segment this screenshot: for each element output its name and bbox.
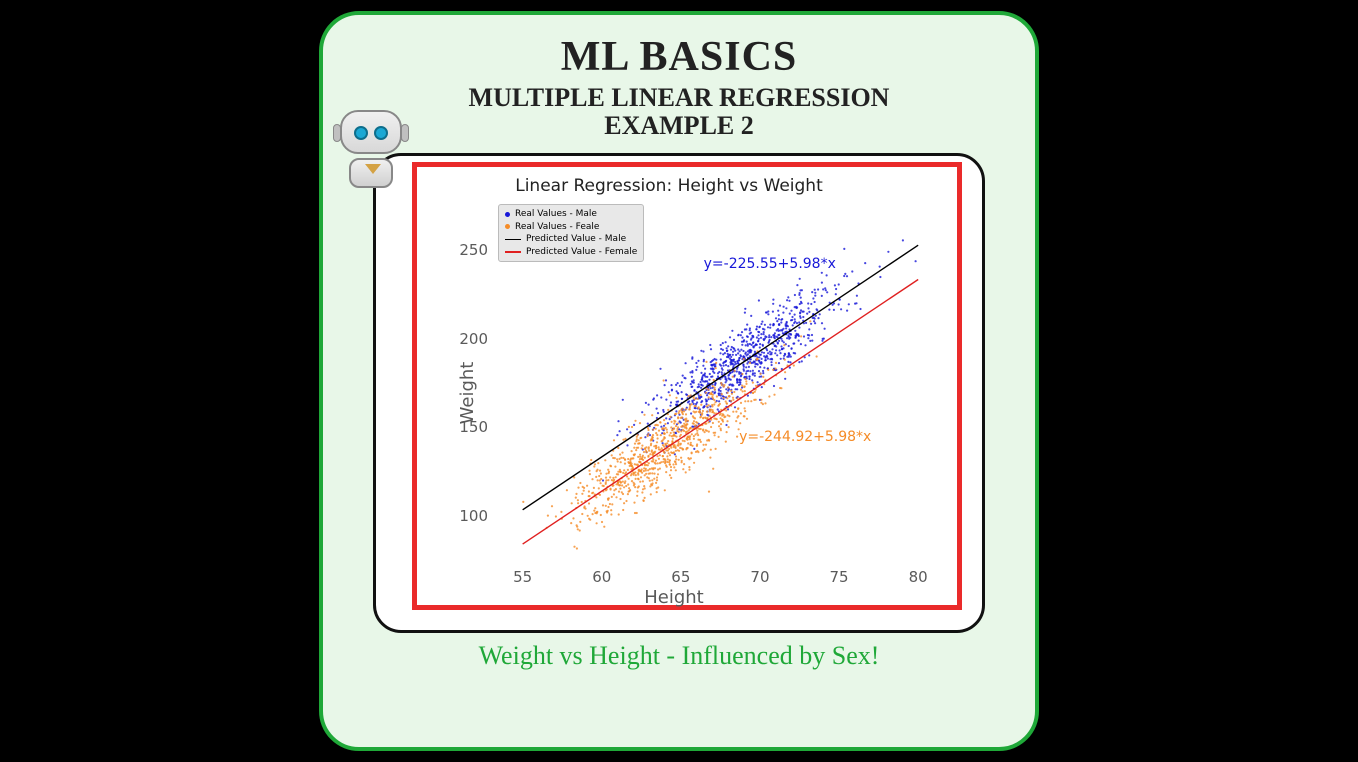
legend-item: Predicted Value - Female (505, 246, 637, 259)
equation-annotation: y=-225.55+5.98*x (704, 256, 836, 272)
y-tick-label: 150 (448, 418, 488, 436)
equation-annotation: y=-244.92+5.98*x (739, 429, 871, 445)
y-tick-label: 100 (448, 507, 488, 525)
main-title: ML BASICS (353, 33, 1005, 81)
scatter-series-male (602, 239, 917, 481)
caption-text: Weight vs Height - Influenced by Sex! (353, 641, 1005, 671)
y-axis-label: Weight (457, 362, 478, 425)
regression-line-female-fit (523, 279, 919, 544)
legend-item: Predicted Value - Male (505, 233, 637, 246)
chart-title: Linear Regression: Height vs Weight (376, 176, 962, 196)
x-axis-label: Height (376, 587, 972, 608)
x-tick-label: 70 (745, 568, 775, 586)
y-tick-label: 250 (448, 241, 488, 259)
regression-line-male-fit (523, 245, 919, 510)
legend-item: Real Values - Male (505, 208, 637, 221)
x-tick-label: 80 (903, 568, 933, 586)
chart-panel: Linear Regression: Height vs Weight Weig… (373, 153, 985, 633)
subtitle-line-1: MULTIPLE LINEAR REGRESSION (353, 83, 1005, 113)
x-tick-label: 65 (666, 568, 696, 586)
chart-legend: Real Values - MaleReal Values - FealePre… (498, 204, 644, 262)
x-tick-label: 60 (587, 568, 617, 586)
y-tick-label: 200 (448, 330, 488, 348)
subtitle-line-2: EXAMPLE 2 (353, 111, 1005, 141)
x-tick-label: 75 (824, 568, 854, 586)
legend-item: Real Values - Feale (505, 221, 637, 234)
infographic-card: ML BASICS MULTIPLE LINEAR REGRESSION EXA… (319, 11, 1039, 751)
x-tick-label: 55 (508, 568, 538, 586)
